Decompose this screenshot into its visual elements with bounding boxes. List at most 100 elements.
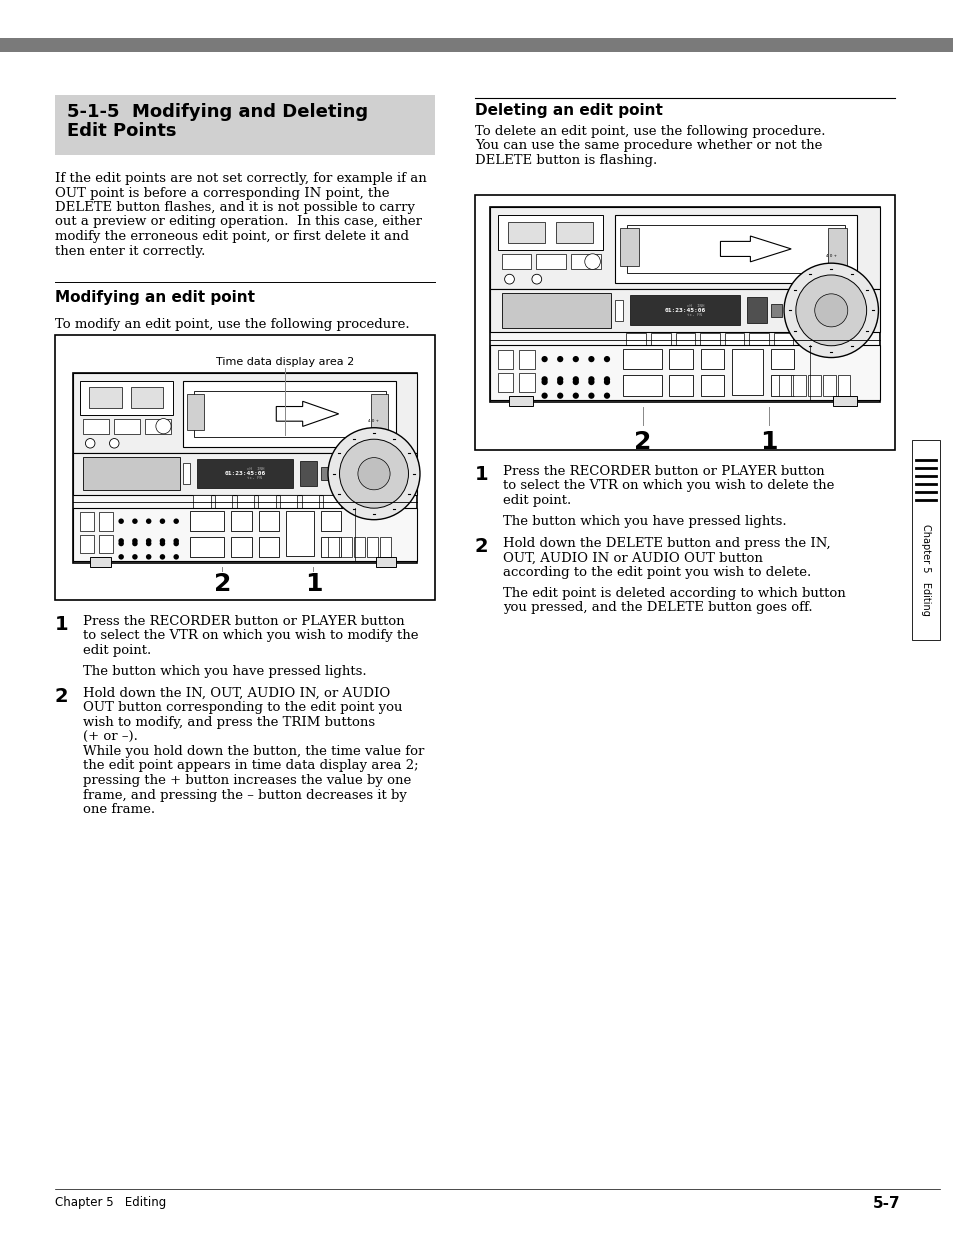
Circle shape [118, 554, 124, 560]
Bar [700, 332, 719, 350]
Bar [236, 495, 253, 513]
Bar [231, 537, 252, 557]
Bar [73, 373, 416, 453]
Text: 1: 1 [475, 465, 488, 484]
Bar [286, 511, 314, 556]
Text: edit point.: edit point. [83, 644, 152, 657]
Bar [55, 95, 435, 156]
Bar [190, 511, 224, 531]
Bar [770, 376, 793, 397]
Text: the edit point appears in time data display area 2;: the edit point appears in time data disp… [83, 760, 418, 773]
Bar [619, 229, 639, 266]
Text: cH  INH: cH INH [247, 468, 264, 471]
Text: one frame.: one frame. [83, 802, 155, 816]
Circle shape [588, 393, 594, 399]
Text: to select the VTR on which you wish to delete the: to select the VTR on which you wish to d… [502, 479, 834, 493]
Bar [518, 350, 535, 369]
Bar [778, 376, 790, 397]
Bar [193, 495, 211, 513]
Circle shape [146, 554, 152, 560]
Bar [80, 535, 93, 554]
Circle shape [146, 519, 152, 524]
Circle shape [541, 393, 547, 399]
Circle shape [328, 428, 419, 520]
Circle shape [572, 379, 578, 386]
Bar [614, 215, 856, 284]
Bar [73, 453, 416, 495]
Text: 5-7: 5-7 [871, 1195, 899, 1210]
Circle shape [146, 541, 152, 546]
Circle shape [557, 356, 562, 362]
Circle shape [132, 539, 137, 544]
Text: 5-1-5  Modifying and Deleting: 5-1-5 Modifying and Deleting [67, 103, 368, 121]
Text: OUT point is before a corresponding IN point, the: OUT point is before a corresponding IN p… [55, 187, 389, 199]
Bar [614, 300, 622, 321]
Bar [73, 508, 416, 561]
Bar [509, 396, 533, 406]
Bar [497, 373, 513, 392]
Circle shape [159, 541, 165, 546]
Circle shape [795, 275, 865, 346]
Bar [622, 348, 661, 369]
Text: If the edit points are not set correctly, for example if an: If the edit points are not set correctly… [55, 172, 426, 185]
Bar [731, 348, 762, 396]
Bar [490, 346, 879, 401]
Text: 2: 2 [55, 687, 69, 707]
Bar [340, 537, 352, 557]
Bar [99, 535, 112, 554]
Bar [320, 537, 341, 557]
Text: While you hold down the button, the time value for: While you hold down the button, the time… [83, 745, 424, 758]
Circle shape [339, 439, 408, 509]
Bar [145, 418, 171, 434]
Text: then enter it correctly.: then enter it correctly. [55, 245, 205, 258]
Text: Hold down the IN, OUT, AUDIO IN, or AUDIO: Hold down the IN, OUT, AUDIO IN, or AUDI… [83, 687, 390, 700]
Circle shape [532, 274, 541, 284]
Bar [826, 229, 846, 266]
Text: 01:23:45:06: 01:23:45:06 [663, 307, 705, 312]
Circle shape [541, 376, 547, 382]
Circle shape [783, 264, 878, 357]
Bar [80, 513, 93, 531]
Bar [497, 215, 602, 250]
Bar [626, 225, 843, 272]
Bar [490, 207, 879, 402]
Text: tc, FN: tc, FN [686, 312, 701, 317]
Bar [323, 495, 340, 513]
Text: Chapter 5   Editing: Chapter 5 Editing [55, 1195, 166, 1209]
Text: out a preview or editing operation.  In this case, either: out a preview or editing operation. In t… [55, 215, 421, 229]
Circle shape [541, 356, 547, 362]
Bar [669, 348, 692, 369]
Text: DELETE button is flashing.: DELETE button is flashing. [475, 154, 657, 167]
Text: tc, FN: tc, FN [247, 476, 262, 480]
Bar [113, 418, 140, 434]
Bar [366, 537, 377, 557]
Bar [798, 332, 817, 350]
Bar [490, 207, 879, 289]
Text: 2: 2 [634, 430, 651, 454]
Bar [183, 381, 395, 447]
Text: Time data display area 2: Time data display area 2 [215, 357, 354, 367]
Circle shape [588, 379, 594, 386]
Text: To delete an edit point, use the following procedure.: To delete an edit point, use the followi… [475, 124, 824, 138]
Bar [258, 537, 279, 557]
Circle shape [155, 418, 171, 434]
Bar [622, 376, 661, 397]
Text: wish to modify, and press the TRIM buttons: wish to modify, and press the TRIM butto… [83, 717, 375, 729]
Bar [379, 537, 391, 557]
Circle shape [588, 376, 594, 382]
Bar [187, 394, 204, 430]
Bar [911, 440, 939, 639]
Bar [501, 294, 610, 327]
Text: 4 0 +: 4 0 + [825, 254, 836, 258]
Text: DELETE button flashes, and it is not possible to carry: DELETE button flashes, and it is not pos… [55, 202, 415, 214]
Text: Modifying an edit point: Modifying an edit point [55, 290, 254, 305]
Circle shape [557, 393, 562, 399]
Bar [497, 350, 513, 369]
Text: The button which you have pressed lights.: The button which you have pressed lights… [83, 664, 366, 678]
Circle shape [159, 539, 165, 544]
Text: The edit point is deleted according to which button: The edit point is deleted according to w… [502, 586, 845, 600]
Polygon shape [276, 402, 338, 427]
Bar [626, 332, 645, 350]
Bar [770, 304, 781, 317]
Bar [280, 495, 297, 513]
